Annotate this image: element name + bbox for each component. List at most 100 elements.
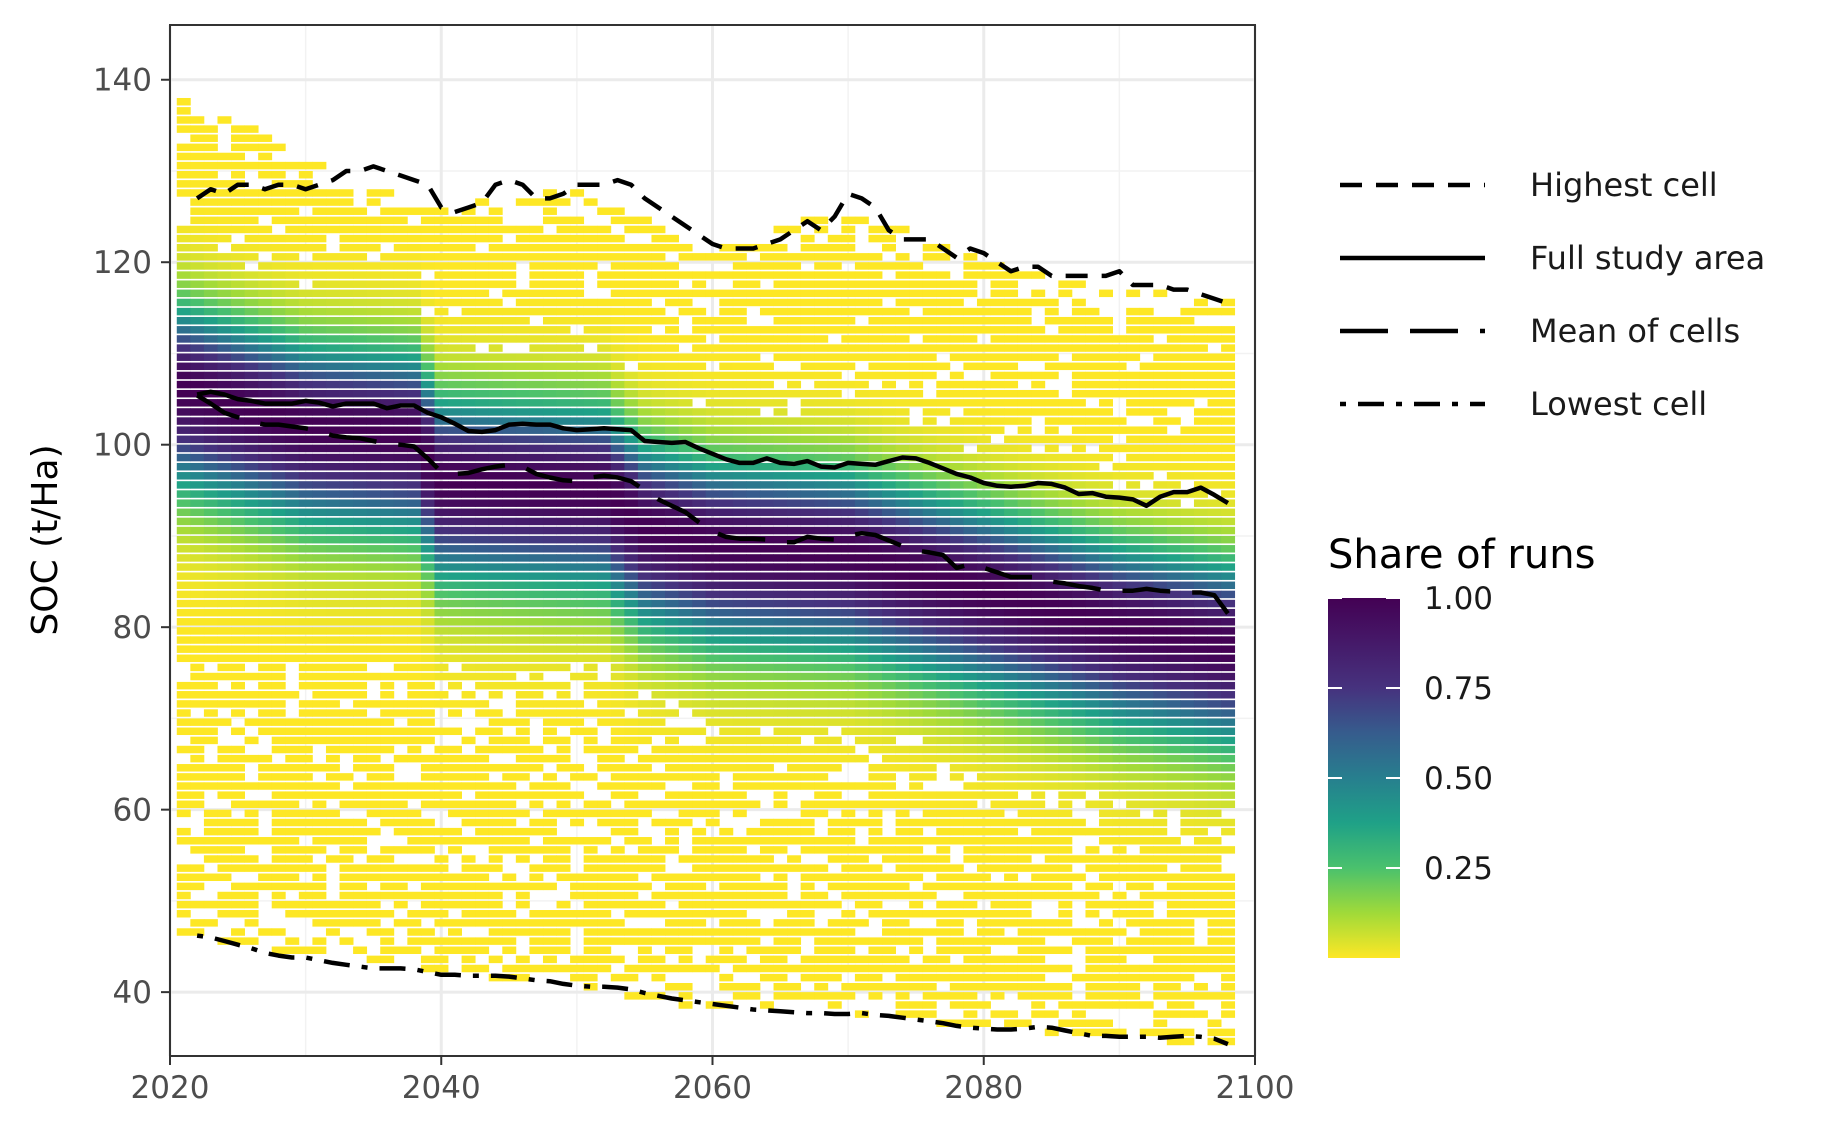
heatmap-cell [231,590,245,599]
heatmap-cell [732,399,747,407]
heatmap-cell [922,554,937,562]
heatmap-cell [1017,754,1032,763]
heatmap-cell [258,727,273,736]
heatmap-cell [542,910,557,918]
heatmap-cell [298,572,313,580]
heatmap-cell [515,718,530,726]
heatmap-cell [610,672,625,681]
heatmap-cell [976,508,991,517]
heatmap-cell [570,417,585,425]
heatmap-cell [353,581,368,590]
heatmap-cell [217,152,232,161]
heatmap-cell [719,882,734,891]
heatmap-cell [705,681,720,690]
heatmap-cell [298,362,313,371]
heatmap-cell [895,745,910,754]
heatmap-cell [759,691,774,699]
heatmap-cell [244,225,259,234]
heatmap-cell [285,472,300,480]
heatmap-cell [827,900,842,909]
heatmap-cell [366,417,381,425]
heatmap-cell [990,271,1005,279]
heatmap-cell [976,700,991,708]
heatmap-cell [1031,782,1046,790]
heatmap-cell [963,426,978,434]
heatmap-cell [665,846,679,854]
heatmap-cell [258,335,273,343]
heatmap-cell [1017,435,1032,444]
heatmap-cell [1004,444,1019,453]
heatmap-cell [475,946,490,954]
heatmap-cell [461,307,476,316]
heatmap-cell [325,362,340,371]
heatmap-cell [407,335,422,343]
heatmap-cell [787,335,802,343]
heatmap-cell [692,499,707,507]
heatmap-cell [339,472,354,480]
heatmap-cell [637,809,652,818]
heatmap-cell [990,973,1005,982]
heatmap-cell [787,827,802,836]
heatmap-cell [258,453,273,462]
heatmap-cell [434,691,449,699]
heatmap-cell [380,353,395,361]
heatmap-cell [976,271,991,279]
heatmap-cell [692,389,707,398]
heatmap-cell [285,827,300,836]
heatmap-cell [1058,700,1073,708]
heatmap-cell [868,937,883,945]
heatmap-cell [800,572,815,580]
heatmap-cell [488,472,503,480]
heatmap-cell [759,326,774,334]
heatmap-cell [570,618,585,626]
heatmap-cell [583,946,598,954]
heatmap-cell [909,462,924,471]
heatmap-cell [759,764,774,772]
heatmap-cell [231,253,245,261]
heatmap-cell [976,618,991,626]
heatmap-cell [854,426,869,434]
heatmap-cell [176,545,191,553]
heatmap-cell [719,472,734,480]
heatmap-cell [963,326,978,334]
heatmap-cell [909,326,924,334]
heatmap-cell [353,910,368,918]
heatmap-cell [895,973,910,982]
heatmap-cell [529,563,544,571]
heatmap-cell [434,919,449,927]
heatmap-cell [1058,873,1073,881]
heatmap-cell [624,700,639,708]
heatmap-cell [583,490,598,498]
heatmap-cell [624,864,639,872]
heatmap-cell [868,782,883,790]
heatmap-cell [787,280,802,288]
heatmap-cell [353,371,368,380]
heatmap-cell [407,316,422,325]
heatmap-cell [705,718,720,726]
heatmap-cell [949,426,964,434]
heatmap-cell [298,818,313,827]
heatmap-cell [529,873,544,881]
heatmap-cell [732,426,747,434]
heatmap-cell [407,344,422,352]
heatmap-cell [542,389,557,398]
heatmap-cell [475,590,490,599]
heatmap-cell [448,380,462,389]
heatmap-cell [841,691,856,699]
heatmap-cell [1004,289,1019,298]
heatmap-cell [990,709,1005,717]
heatmap-cell [854,955,869,964]
heatmap-cell [678,809,693,818]
heatmap-cell [678,572,693,580]
heatmap-cell [448,225,462,234]
heatmap-cell [203,125,218,133]
heatmap-cell [732,280,747,288]
heatmap-cell [407,791,422,799]
heatmap-cell [461,444,476,453]
heatmap-cell [1017,937,1032,945]
heatmap-cell [285,453,300,462]
heatmap-cell [800,307,815,316]
heatmap-cell [190,453,205,462]
heatmap-cell [882,608,896,617]
heatmap-cell [936,800,951,809]
